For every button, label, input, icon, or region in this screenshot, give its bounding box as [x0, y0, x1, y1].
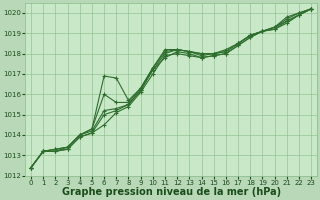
X-axis label: Graphe pression niveau de la mer (hPa): Graphe pression niveau de la mer (hPa) — [61, 187, 281, 197]
